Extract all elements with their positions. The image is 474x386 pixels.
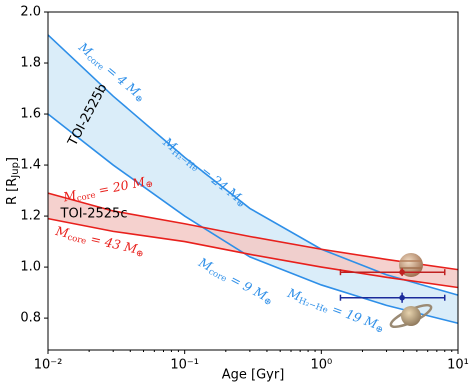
y-axis-label: R [RJup] [5,157,22,205]
x-tick-label: 10⁻² [34,358,63,373]
annotation-sub: ⊕ [135,248,145,259]
annotation-part: = 19 M [327,299,381,331]
annotation-part: M [53,222,71,240]
model-curve [47,192,459,271]
annotation-part: = 9 M [225,269,271,303]
model-curve [47,217,459,289]
band-fill [48,34,458,324]
y-tick-label: 2.0 [20,5,41,20]
annotation-part: = 20 M [93,173,147,198]
plot-frame [47,11,459,351]
y-tick-label: 1.4 [20,158,41,173]
x-tick-label: 10⁻¹ [170,358,199,373]
annotation-sub: ⊕ [145,179,154,190]
annotation-part: M [61,187,79,205]
model-curve [47,113,459,324]
data-point [399,294,405,301]
y-label-sub: Jup [10,162,21,179]
y-tick-label: 1.6 [20,107,41,122]
x-tick-label: 10¹ [447,358,469,373]
y-tick-label: 0.8 [20,311,41,326]
curve-annotation: Mcore = 20 M⊕ [61,172,154,206]
band-fill [48,193,458,288]
saturn-icon [389,303,433,329]
x-tick-label: 10⁰ [310,358,332,373]
annotation-sub: ⊕ [374,323,385,335]
y-label-part: R [R [5,178,20,205]
planet-label: TOI-2525c [60,207,128,222]
annotation-sub: core [76,190,97,203]
model-curve [47,34,459,296]
data-point [399,269,405,275]
annotation-sub: ⊕ [262,295,273,307]
y-tick-label: 1.2 [20,209,41,224]
x-axis-label: Age [Gyr] [222,368,285,383]
annotation-sub: H₂−He [297,296,329,316]
y-tick-label: 1.8 [20,56,41,71]
y-label-part: ] [5,157,20,162]
annotation-part: M [285,284,304,303]
y-tick-label: 1.0 [20,260,41,275]
jupiter-icon [399,253,423,277]
annotation-sub: core [67,232,88,246]
